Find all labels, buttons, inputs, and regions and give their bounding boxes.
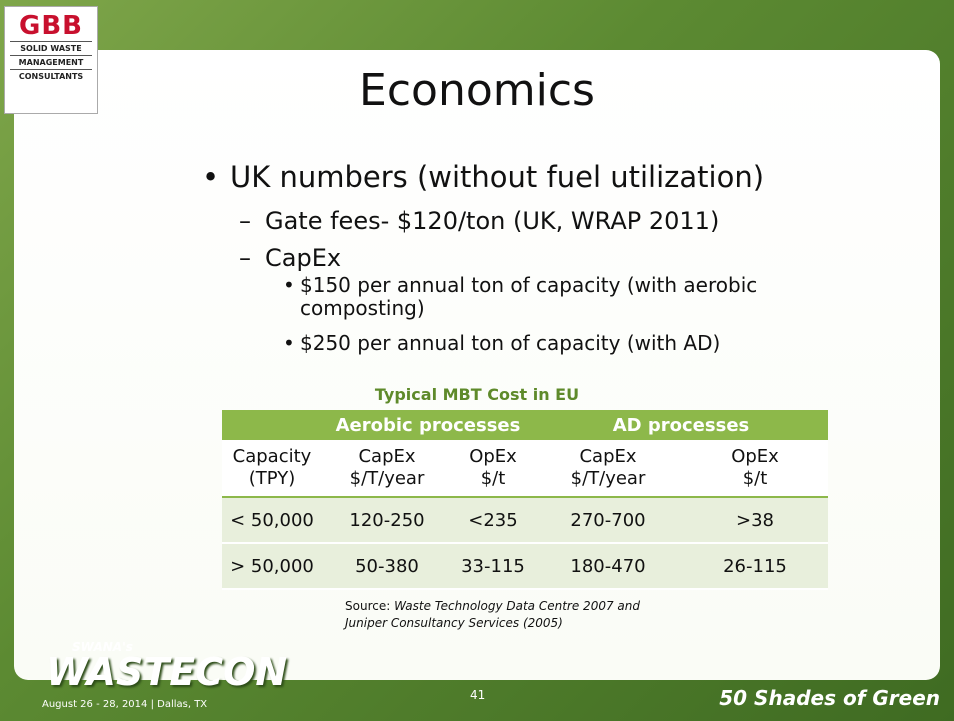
header-cell: CapEx $/T/year (322, 440, 452, 498)
header-cell: Capacity (TPY) (222, 440, 322, 498)
logo-line: MANAGEMENT (10, 55, 92, 69)
page-number: 41 (470, 688, 486, 702)
header-cell: OpEx $/t (452, 440, 534, 498)
header-line: $/t (742, 468, 768, 489)
event-name: WASTECON (46, 650, 288, 694)
source-line: Waste Technology Data Centre 2007 and (394, 599, 640, 613)
data-cell: 26-115 (682, 543, 828, 590)
bullet-text: $150 per annual ton of capacity (with ae… (300, 273, 758, 320)
header-line: (TPY) (248, 468, 296, 489)
logo-line: CONSULTANTS (10, 69, 92, 83)
bullet-text: Gate fees- $120/ton (UK, WRAP 2011) (265, 207, 720, 235)
logo-name: GBB (19, 11, 83, 41)
header-line: $/T/year (349, 468, 425, 489)
data-row: < 50,000 120-250 <235 270-700 >38 (222, 497, 828, 544)
bullet-text: CapEx (265, 244, 342, 272)
data-cell: >38 (682, 497, 828, 544)
header-line: $/t (480, 468, 506, 489)
data-row: > 50,000 50-380 33-115 180-470 26-115 (222, 543, 828, 590)
data-cell: <235 (452, 497, 534, 544)
group-header (222, 410, 322, 440)
header-line: $/T/year (570, 468, 646, 489)
event-brand: SWANA's (72, 640, 133, 654)
bullet: • UK numbers (without fuel utilization) (202, 160, 765, 194)
table-caption: Typical MBT Cost in EU (374, 385, 580, 404)
data-cell: 50-380 (322, 543, 452, 590)
header-cell: CapEx $/T/year (534, 440, 682, 498)
bullet: – Gate fees- $120/ton (UK, WRAP 2011) (239, 207, 720, 235)
group-header: AD processes (534, 410, 828, 440)
bullet-text: $250 per annual ton of capacity (with AD… (300, 331, 721, 355)
data-cell: 180-470 (534, 543, 682, 590)
group-header: Aerobic processes (322, 410, 534, 440)
header-cell: OpEx $/t (682, 440, 828, 498)
data-cell: > 50,000 (222, 543, 322, 590)
header-line: CapEx (358, 446, 416, 467)
bullet: • $150 per annual ton of capacity (with a… (283, 273, 758, 320)
source: Source: Waste Technology Data Centre 200… (345, 598, 640, 632)
group-header-row: Aerobic processes AD processes (222, 410, 828, 440)
bullet-text: UK numbers (without fuel utilization) (230, 160, 765, 194)
data-cell: 33-115 (452, 543, 534, 590)
event-logo: SWANA's WASTECON August 26 - 28, 2014 | … (14, 640, 287, 716)
bullet: • $250 per annual ton of capacity (with A… (283, 331, 721, 355)
header-row: Capacity (TPY) CapEx $/T/year OpEx $/t CapEx $/… (222, 440, 828, 498)
data-cell: 270-700 (534, 497, 682, 544)
source-line: Juniper Consultancy Services (2005) (345, 616, 563, 630)
header-line: OpEx (469, 446, 517, 467)
data-cell: 120-250 (322, 497, 452, 544)
event-dates: August 26 - 28, 2014 | Dallas, TX (42, 699, 208, 710)
logo: GBB SOLID WASTE MANAGEMENT CONSULTANTS (4, 6, 98, 114)
header-line: Capacity (232, 446, 312, 467)
data-cell: < 50,000 (222, 497, 322, 544)
bullet: – CapEx (239, 244, 342, 272)
header-line: CapEx (579, 446, 637, 467)
logo-line: SOLID WASTE (10, 41, 92, 55)
header-line: OpEx (731, 446, 779, 467)
cost-table: Aerobic processes AD processes Capacity(… (222, 410, 828, 590)
tagline: 50 Shades of Green (719, 686, 940, 710)
source-prefix: Source: (345, 599, 395, 613)
title: Economics (359, 65, 595, 116)
